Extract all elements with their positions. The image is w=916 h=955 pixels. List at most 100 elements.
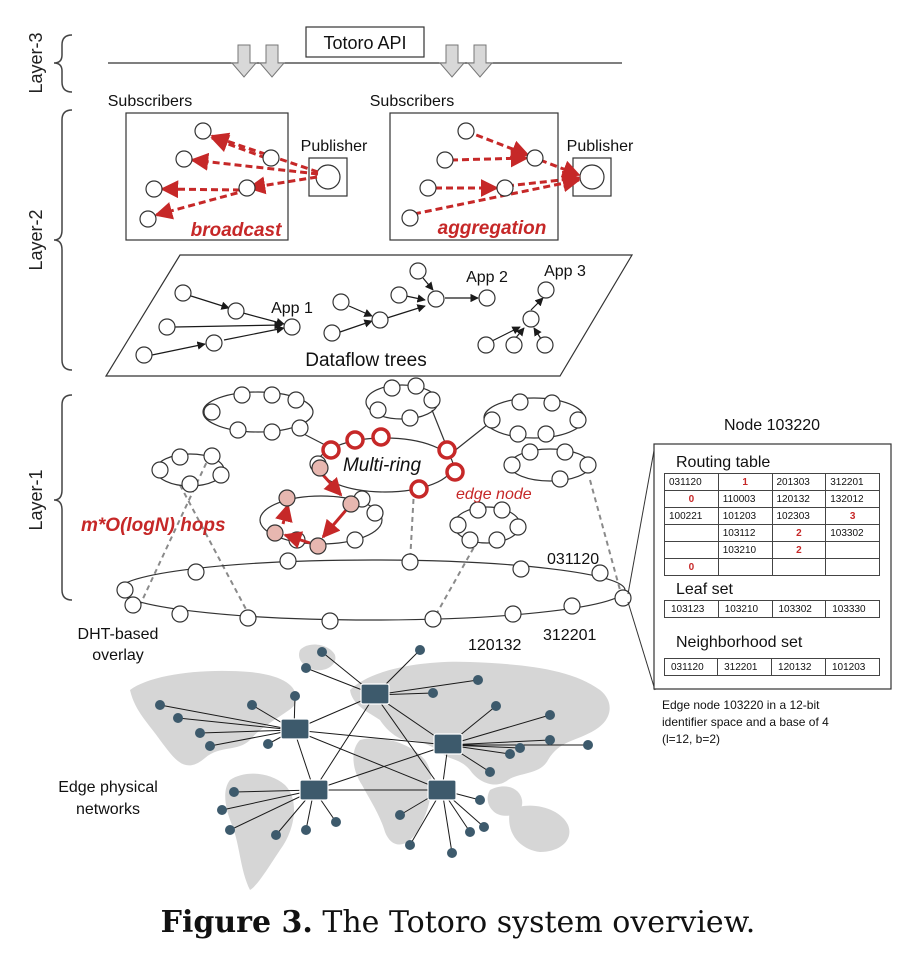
leaf-cell: 103302 [771, 600, 827, 618]
overlay-label-2: overlay [92, 647, 144, 664]
hops-label: m*O(logN) hops [81, 515, 226, 536]
routing-cell: 102303 [771, 507, 827, 525]
routing-cell: 103112 [717, 524, 773, 542]
routing-cell: 132012 [825, 490, 880, 508]
routing-cell [664, 541, 719, 559]
routing-row: 103210 2 [664, 541, 880, 559]
overlay-nodes [116, 377, 632, 630]
network-devices [155, 645, 593, 858]
routing-cell: 103302 [825, 524, 880, 542]
dataflow-nodes [135, 262, 555, 364]
broadcast-edges [154, 132, 319, 220]
dataflow-label: Dataflow trees [305, 350, 426, 371]
multiring-red-nodes [321, 427, 465, 499]
physical-label-1: Edge physical [58, 779, 158, 796]
routing-row: 0 110003 120132 132012 [664, 490, 880, 508]
leaf-cell: 103123 [664, 600, 719, 618]
layer-2-label: Layer-2 [26, 209, 46, 270]
node-note-2: identifier space and a base of 4 [662, 715, 829, 729]
routing-cell: 0 [664, 490, 719, 508]
publisher-node-right [579, 164, 605, 190]
neighborhood-cell: 101203 [825, 658, 880, 676]
routing-cell: 1 [717, 473, 773, 491]
aggregation-nodes [401, 122, 544, 227]
routing-cell: 2 [771, 541, 827, 559]
broadcast-box [125, 112, 289, 241]
routing-cell: 031120 [664, 473, 719, 491]
api-down-arrows [230, 44, 494, 78]
totoro-diagram: Layer-3 Layer-2 Layer-1 Totoro API Subsc… [26, 26, 892, 890]
publisher-node-left [315, 164, 341, 190]
api-box [305, 26, 425, 58]
app1-label: App 1 [271, 300, 313, 317]
caption-label: Figure 3. [160, 905, 313, 940]
id-312201: 312201 [543, 627, 596, 644]
routing-cell [825, 541, 880, 559]
layer-3-label: Layer-3 [26, 32, 46, 93]
routing-row: 103112 2 103302 [664, 524, 880, 542]
leaf-cell: 103210 [717, 600, 773, 618]
caption-text: The Totoro system overview. [312, 905, 756, 940]
api-bar: Totoro API [108, 26, 622, 78]
routing-row: 100221 101203 102303 3 [664, 507, 880, 525]
subscribers-label-right: Subscribers [370, 93, 454, 110]
neighborhood-set-title: Neighborhood set [676, 634, 803, 651]
publisher-label-right: Publisher [567, 138, 634, 155]
figure-caption: Figure 3. The Totoro system overview. [0, 905, 916, 940]
layer-braces [53, 34, 73, 601]
aggregation-edges [413, 129, 581, 216]
dataflow-plane [104, 254, 634, 377]
routing-row: 031120 1 201303 312201 [664, 473, 880, 491]
api-label: Totoro API [323, 33, 406, 53]
hops-path [275, 473, 349, 549]
id-031120: 031120 [547, 551, 599, 568]
layer-1-label: Layer-1 [26, 469, 46, 530]
routing-cell: 101203 [717, 507, 773, 525]
node-note-3: (l=12, b=2) [662, 732, 720, 746]
neighborhood-cell: 312201 [717, 658, 773, 676]
neighborhood-cell: 120132 [771, 658, 826, 676]
neighborhood-cell: 031120 [663, 658, 719, 676]
leaf-set-title: Leaf set [676, 581, 733, 598]
aggregation-label: aggregation [438, 218, 547, 239]
neighborhood-set-table: 031120 312201 120132 101203 [663, 658, 880, 676]
routing-cell: 110003 [717, 490, 773, 508]
overlay-dashed-links [139, 454, 621, 621]
edge-node-label: edge node [456, 486, 532, 503]
ring-topleft [202, 391, 314, 433]
world-map [130, 644, 610, 890]
routing-cell: 201303 [771, 473, 827, 491]
routing-cell: 120132 [771, 490, 827, 508]
node-panel-title: Node 103220 [724, 417, 820, 434]
multiring-label: Multi-ring [343, 455, 422, 476]
aggregation-box [389, 112, 559, 241]
network-hubs [280, 683, 463, 801]
routing-cell: 3 [825, 507, 880, 525]
dataflow-edges [151, 277, 544, 356]
routing-cell: 0 [664, 558, 719, 576]
overlay-label-1: DHT-based [78, 626, 159, 643]
routing-cell [771, 558, 827, 576]
routing-cell [717, 558, 773, 576]
subscribers-label-left: Subscribers [108, 93, 192, 110]
routing-cell: 103210 [717, 541, 773, 559]
publisher-label-left: Publisher [301, 138, 368, 155]
id-120132: 120132 [468, 637, 521, 654]
broadcast-nodes [139, 122, 280, 228]
leaf-set-table: 103123 103210 103302 103330 [664, 600, 880, 618]
routing-cell: 2 [771, 524, 827, 542]
routing-row: 0 [664, 558, 880, 576]
routing-cell: 312201 [825, 473, 880, 491]
hops-nodes [266, 459, 360, 555]
app2-label: App 2 [466, 269, 508, 286]
physical-label-2: networks [76, 801, 140, 818]
routing-table-title: Routing table [676, 454, 770, 471]
overlay-rings [118, 384, 626, 621]
broadcast-label: broadcast [191, 220, 282, 241]
routing-cell: 100221 [664, 507, 719, 525]
routing-cell [825, 558, 880, 576]
callout-lines [627, 444, 656, 691]
routing-cell [664, 524, 719, 542]
node-note-1: Edge node 103220 in a 12-bit [662, 698, 820, 712]
leaf-cell: 103330 [825, 600, 880, 618]
